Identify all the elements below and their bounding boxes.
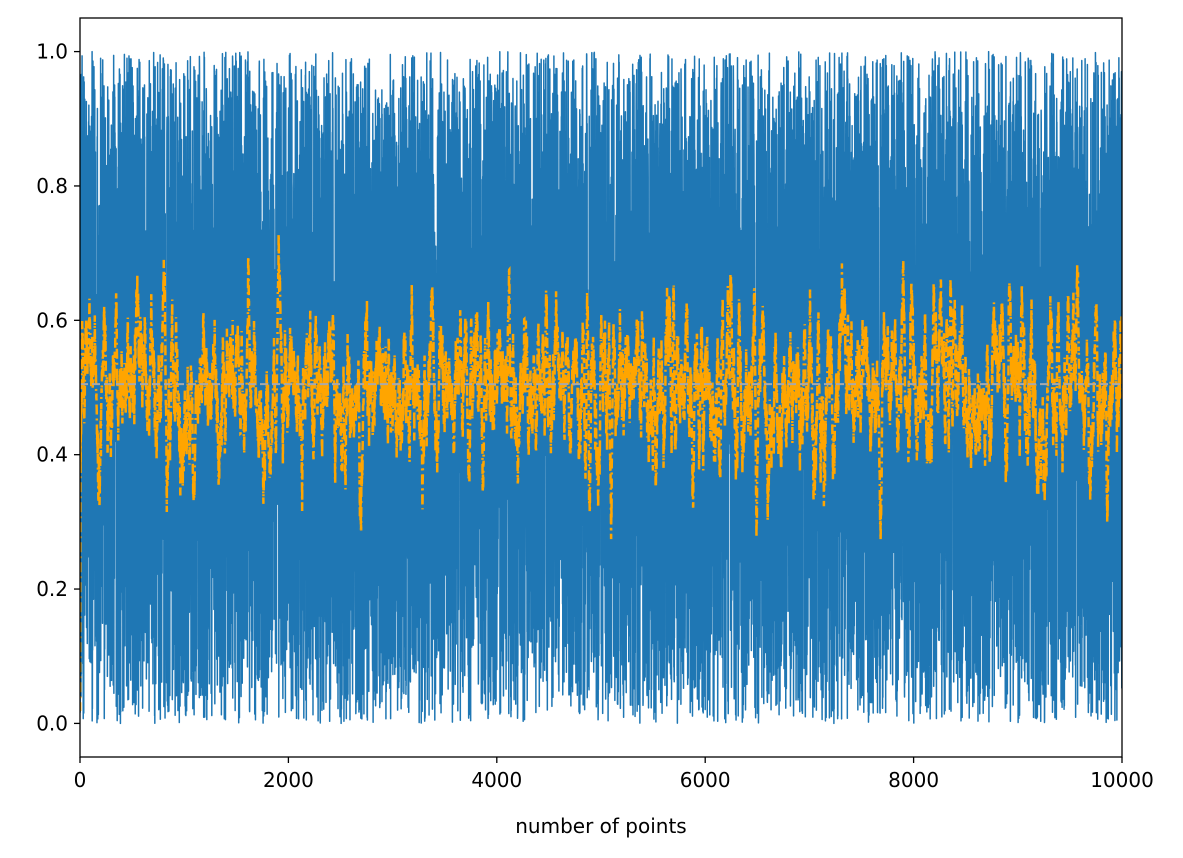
x-tick-label: 8000 bbox=[888, 768, 939, 792]
x-tick-label: 0 bbox=[74, 768, 87, 792]
x-axis: 0 2000 4000 6000 8000 10000 bbox=[74, 757, 1154, 792]
x-tick-label: 6000 bbox=[680, 768, 731, 792]
y-tick-label: 1.0 bbox=[36, 40, 68, 64]
axes-frame bbox=[79, 17, 1123, 758]
series-moving-average bbox=[80, 234, 1122, 712]
y-tick-label: 0.4 bbox=[36, 443, 68, 467]
x-tick-label: 2000 bbox=[263, 768, 314, 792]
y-tick-label: 0.2 bbox=[36, 577, 68, 601]
y-tick-label: 0.8 bbox=[36, 174, 68, 198]
y-tick-label: 0.0 bbox=[36, 711, 68, 735]
x-tick-label: 10000 bbox=[1090, 768, 1154, 792]
series-layer bbox=[80, 50, 1122, 725]
y-tick-label: 0.6 bbox=[36, 308, 68, 332]
y-axis: 0.0 0.2 0.4 0.6 0.8 1.0 bbox=[36, 40, 80, 735]
x-tick-label: 4000 bbox=[471, 768, 522, 792]
x-axis-label: number of points bbox=[515, 814, 686, 838]
